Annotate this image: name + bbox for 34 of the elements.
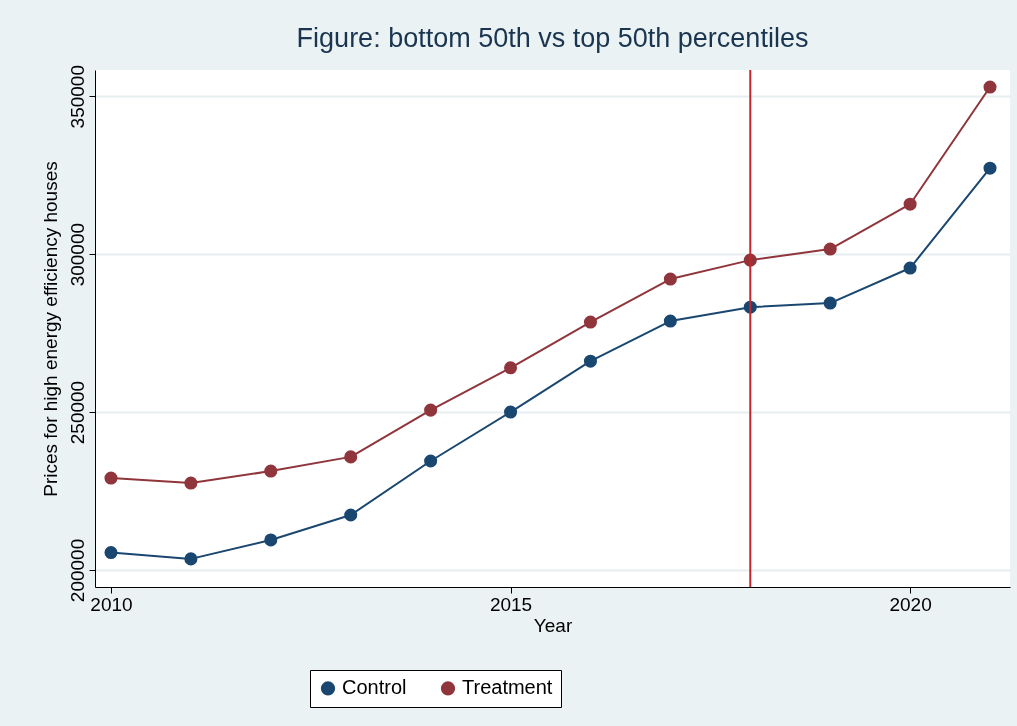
point — [344, 450, 358, 464]
point — [504, 405, 518, 419]
point — [424, 454, 438, 468]
y-tick-label: 250000 — [66, 380, 88, 445]
y-axis-title: Prices for high energy efficiency houses — [39, 161, 61, 497]
y-tick-label: 200000 — [66, 538, 88, 603]
point — [264, 464, 278, 478]
point — [663, 314, 677, 328]
point — [184, 476, 198, 490]
point — [583, 315, 597, 329]
y-tick-label: 350000 — [66, 65, 88, 129]
point — [264, 533, 278, 547]
point — [583, 354, 597, 368]
point — [983, 161, 997, 175]
legend-label: Control — [342, 676, 407, 699]
point — [663, 272, 677, 286]
point — [104, 471, 118, 485]
point — [903, 261, 917, 275]
point — [184, 552, 198, 566]
point — [903, 197, 917, 211]
point — [823, 242, 837, 256]
point — [344, 508, 358, 522]
y-tick-label: 300000 — [66, 222, 88, 287]
x-tick-label: 2015 — [489, 593, 533, 615]
point — [504, 361, 518, 375]
point — [424, 403, 438, 417]
point — [823, 296, 837, 310]
x-tick-label: 2010 — [90, 593, 133, 615]
legend-label: Treatment — [462, 676, 553, 699]
point — [104, 546, 118, 560]
chart-title: Figure: bottom 50th vs top 50th percentiles — [296, 22, 809, 53]
x-axis-title: Year — [533, 614, 573, 636]
point — [983, 80, 997, 94]
x-tick-label: 2020 — [889, 593, 932, 615]
